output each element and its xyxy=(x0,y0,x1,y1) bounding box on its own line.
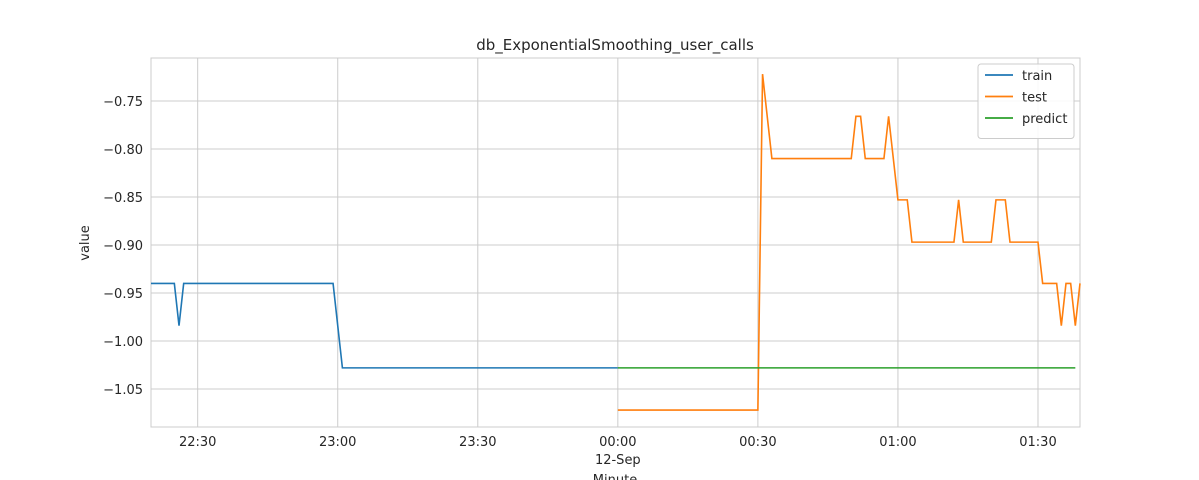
y-tick-label: −0.75 xyxy=(103,95,143,110)
legend-label: test xyxy=(1022,91,1047,106)
x-tick-label: 01:00 xyxy=(879,435,916,450)
chart-title: db_ExponentialSmoothing_user_calls xyxy=(476,36,754,55)
x-tick-sublabel: 12-Sep xyxy=(595,453,641,468)
legend-box xyxy=(977,63,1075,139)
legend-label: train xyxy=(1022,69,1052,84)
y-tick-label: −1.00 xyxy=(103,335,143,350)
line-series xyxy=(151,282,618,369)
x-tick-label: 00:30 xyxy=(739,435,776,450)
y-tick-label: −0.85 xyxy=(103,191,143,206)
y-tick-label: −0.80 xyxy=(103,143,143,158)
plot-frame xyxy=(150,57,1081,428)
y-tick-label: −0.95 xyxy=(103,287,143,302)
y-axis-label: value xyxy=(78,225,93,261)
x-tick-label: 23:00 xyxy=(319,435,356,450)
x-tick-label: 22:30 xyxy=(179,435,216,450)
x-tick-label: 01:30 xyxy=(1019,435,1056,450)
line-series xyxy=(617,74,1081,411)
x-axis-label: Minute xyxy=(593,473,637,480)
x-tick-label: 00:00 xyxy=(599,435,636,450)
legend-label: predict xyxy=(1022,112,1067,127)
x-tick-label: 23:30 xyxy=(459,435,496,450)
y-tick-label: −0.90 xyxy=(103,239,143,254)
y-tick-label: −1.05 xyxy=(103,383,143,398)
